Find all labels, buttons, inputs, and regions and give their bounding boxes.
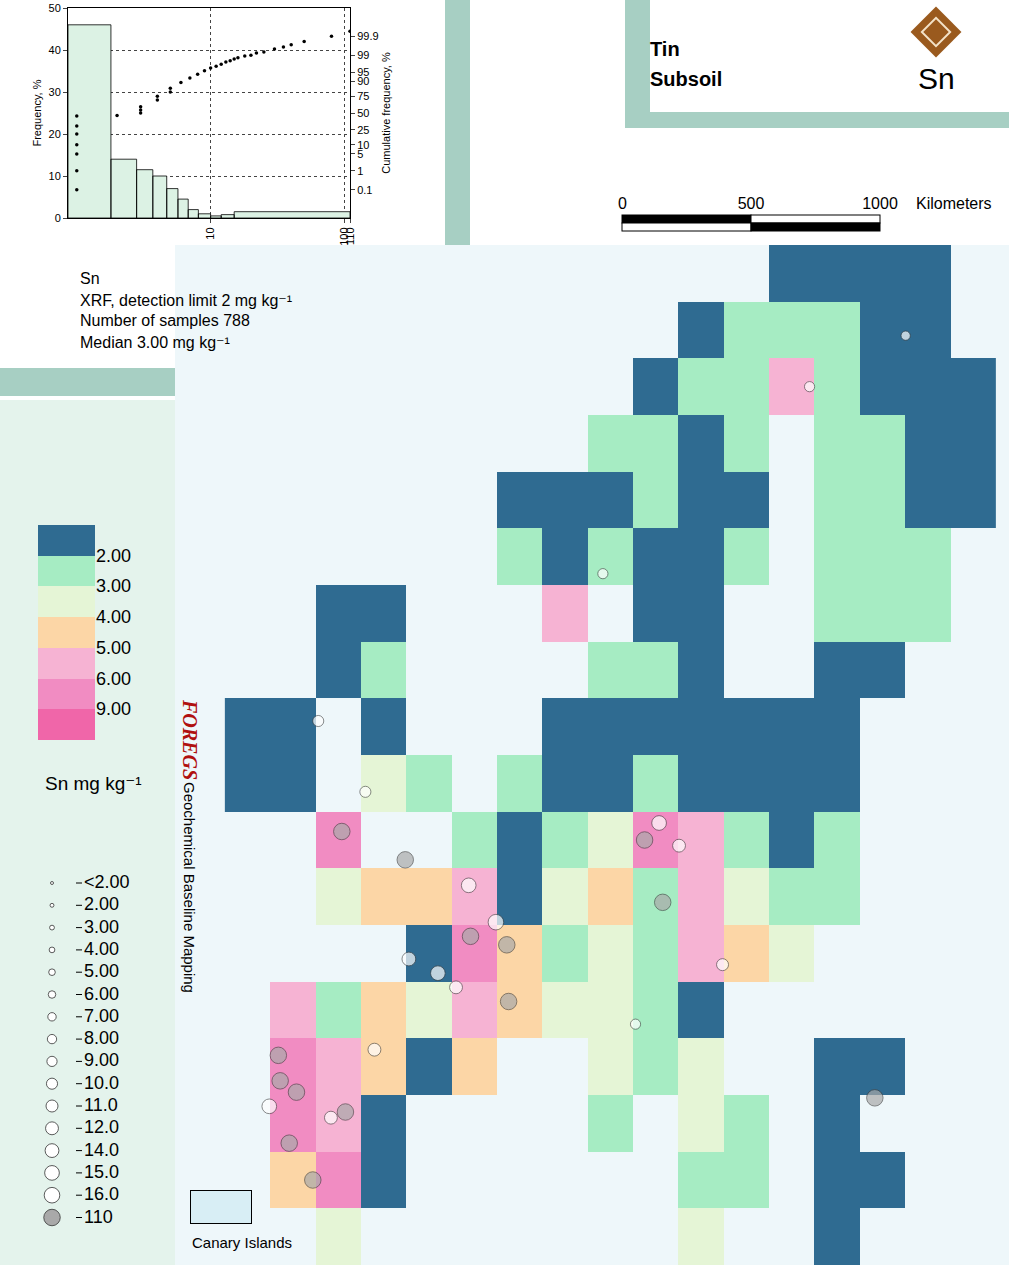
html-text:Sn mg kg⁻¹: Sn mg kg⁻¹ [45, 773, 142, 794]
html-text:Sn: Sn [918, 62, 955, 95]
html-text:Canary Islands: Canary Islands [192, 1234, 293, 1251]
svg-text:75: 75 [357, 90, 369, 102]
html-text:2.00: 2.00 [84, 894, 119, 915]
svg-text:Frequency, %: Frequency, % [31, 79, 43, 146]
html-text:4.00: 4.00 [96, 607, 131, 628]
html-text:4.00: 4.00 [84, 938, 119, 959]
html-text:FOREGS: FOREGS [179, 700, 201, 780]
html-text:3.00: 3.00 [84, 916, 119, 937]
svg-text:5: 5 [357, 148, 363, 160]
html-text:Number of samples 788: Number of samples 788 [80, 312, 250, 329]
svg-text:50: 50 [357, 107, 369, 119]
html-text:12.0: 12.0 [84, 1117, 119, 1138]
html-text:8.00: 8.00 [84, 1028, 119, 1049]
svg-text:95: 95 [357, 66, 369, 78]
svg-text:10: 10 [49, 170, 61, 182]
html-text:Subsoil: Subsoil [650, 68, 723, 90]
html-text:6.00: 6.00 [96, 668, 131, 689]
svg-text:100: 100 [338, 227, 350, 245]
html-text:14.0: 14.0 [84, 1139, 119, 1160]
svg-text:25: 25 [357, 124, 369, 136]
svg-text:99.9: 99.9 [357, 30, 378, 42]
svg-text:30: 30 [49, 86, 61, 98]
html-text:6.00: 6.00 [84, 983, 119, 1004]
html-text:10.0: 10.0 [84, 1072, 119, 1093]
html-text:11.0: 11.0 [84, 1095, 118, 1115]
html-text:<2.00: <2.00 [84, 872, 130, 892]
svg-text:1: 1 [357, 165, 363, 177]
html-text:XRF, detection limit 2 mg kg⁻¹: XRF, detection limit 2 mg kg⁻¹ [80, 292, 293, 309]
html-text:Sn: Sn [80, 270, 100, 287]
html-text:15.0: 15.0 [84, 1161, 119, 1182]
html-text:2.00: 2.00 [96, 545, 131, 566]
html-text:3.00: 3.00 [96, 576, 131, 597]
html-text:500: 500 [737, 195, 765, 212]
svg-text:99: 99 [357, 49, 369, 61]
html-text:1000: 1000 [862, 195, 898, 212]
svg-text:20: 20 [49, 128, 61, 140]
svg-text:Cumulative frequency, %: Cumulative frequency, % [380, 52, 392, 174]
html-text:5.00: 5.00 [84, 961, 119, 982]
html-text:9.00: 9.00 [84, 1050, 119, 1071]
svg-text:40: 40 [49, 44, 61, 56]
html-text:0: 0 [618, 195, 627, 212]
svg-text:90: 90 [357, 75, 369, 87]
html-text:5.00: 5.00 [96, 637, 131, 658]
svg-text:0.1: 0.1 [357, 184, 372, 196]
html-text:7.00: 7.00 [84, 1005, 119, 1026]
html-text:9.00: 9.00 [96, 699, 131, 720]
html-text:110: 110 [84, 1206, 113, 1227]
html-text:Median 3.00 mg kg⁻¹: Median 3.00 mg kg⁻¹ [80, 334, 230, 351]
html-text:Tin: Tin [650, 38, 680, 60]
svg-text:50: 50 [49, 2, 61, 14]
svg-text:10: 10 [357, 139, 369, 151]
svg-text:110: 110 [344, 227, 356, 245]
svg-text:10: 10 [204, 227, 216, 239]
html-text:Kilometers: Kilometers [916, 195, 992, 212]
html-text:Geochemical Baseline Mapping: Geochemical Baseline Mapping [181, 782, 198, 993]
svg-text:0: 0 [55, 212, 61, 224]
html-text:16.0: 16.0 [84, 1184, 119, 1205]
